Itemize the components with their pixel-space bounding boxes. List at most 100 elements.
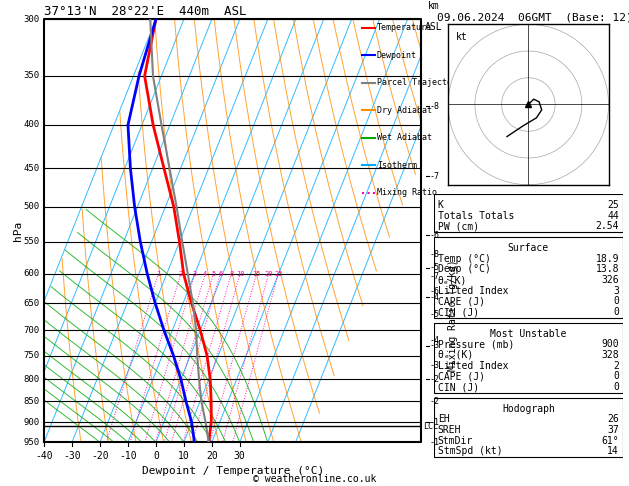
Text: Lifted Index: Lifted Index: [438, 286, 508, 295]
Text: 13.8: 13.8: [596, 264, 619, 274]
Text: StmDir: StmDir: [438, 435, 473, 446]
Text: StmSpd (kt): StmSpd (kt): [438, 447, 503, 456]
Text: 650: 650: [24, 298, 40, 308]
Text: 900: 900: [601, 339, 619, 349]
Text: -3: -3: [430, 341, 440, 350]
Text: 800: 800: [24, 375, 40, 384]
Text: -40: -40: [35, 451, 53, 461]
Text: 500: 500: [24, 202, 40, 211]
Text: CAPE (J): CAPE (J): [438, 296, 485, 307]
Text: 0: 0: [613, 307, 619, 317]
Text: 0: 0: [153, 451, 159, 461]
Text: θₑ(K): θₑ(K): [438, 275, 467, 285]
Bar: [434, 398, 623, 457]
Text: © weatheronline.co.uk: © weatheronline.co.uk: [253, 473, 376, 484]
Text: 328: 328: [601, 350, 619, 360]
Text: Temp (°C): Temp (°C): [438, 254, 491, 263]
Text: Parcel Trajectory: Parcel Trajectory: [377, 78, 462, 87]
Text: 850: 850: [24, 397, 40, 406]
Text: -2: -2: [430, 397, 440, 406]
Text: Surface: Surface: [508, 243, 549, 253]
Text: 700: 700: [24, 326, 40, 335]
Text: 09.06.2024  06GMT  (Base: 12): 09.06.2024 06GMT (Base: 12): [437, 12, 629, 22]
Text: 2: 2: [613, 361, 619, 371]
Text: 61°: 61°: [601, 435, 619, 446]
Text: 5: 5: [211, 271, 216, 277]
Text: 30: 30: [234, 451, 245, 461]
Text: PW (cm): PW (cm): [438, 222, 479, 231]
Text: kt: kt: [456, 32, 468, 42]
Bar: [434, 323, 623, 393]
Text: -4: -4: [430, 293, 440, 302]
Text: -7: -7: [430, 172, 440, 181]
Text: Dewpoint / Temperature (°C): Dewpoint / Temperature (°C): [142, 466, 324, 475]
Text: 550: 550: [24, 237, 40, 246]
Text: 1: 1: [156, 271, 160, 277]
Text: 14: 14: [607, 447, 619, 456]
Text: -3: -3: [430, 361, 440, 370]
Text: Hodograph: Hodograph: [502, 403, 555, 414]
Text: K: K: [438, 200, 443, 210]
Text: 4: 4: [203, 271, 208, 277]
Text: 44: 44: [607, 211, 619, 221]
Text: 37°13'N  28°22'E  440m  ASL: 37°13'N 28°22'E 440m ASL: [44, 5, 247, 18]
Text: Dewpoint: Dewpoint: [377, 51, 416, 60]
Text: 0: 0: [613, 296, 619, 307]
Text: 950: 950: [24, 438, 40, 447]
Text: 450: 450: [24, 164, 40, 173]
Text: -6: -6: [430, 230, 440, 240]
Text: -1: -1: [430, 438, 440, 447]
Text: -5: -5: [430, 263, 440, 272]
Text: -8: -8: [430, 250, 440, 260]
Text: -30: -30: [63, 451, 81, 461]
Text: 37: 37: [607, 425, 619, 435]
Text: ASL: ASL: [425, 22, 443, 32]
Text: 0: 0: [613, 382, 619, 392]
Bar: [434, 237, 623, 317]
Text: -1: -1: [430, 418, 440, 427]
Text: 8: 8: [229, 271, 233, 277]
Text: 300: 300: [24, 15, 40, 24]
Text: 18.9: 18.9: [596, 254, 619, 263]
Text: 2.54: 2.54: [596, 222, 619, 231]
Text: CAPE (J): CAPE (J): [438, 371, 485, 382]
Text: 3: 3: [613, 286, 619, 295]
Text: 26: 26: [607, 414, 619, 424]
Text: -20: -20: [91, 451, 109, 461]
Text: θₑ (K): θₑ (K): [438, 350, 473, 360]
Text: -10: -10: [119, 451, 136, 461]
Text: 20: 20: [264, 271, 273, 277]
Text: -7: -7: [430, 272, 440, 281]
Text: 25: 25: [274, 271, 282, 277]
Text: Pressure (mb): Pressure (mb): [438, 339, 514, 349]
Text: EH: EH: [438, 414, 450, 424]
Text: 400: 400: [24, 121, 40, 129]
Text: 900: 900: [24, 418, 40, 427]
Text: km: km: [428, 1, 440, 11]
Text: 2: 2: [179, 271, 183, 277]
Bar: [434, 194, 623, 232]
Text: Lifted Index: Lifted Index: [438, 361, 508, 371]
Text: CIN (J): CIN (J): [438, 382, 479, 392]
Text: -4: -4: [430, 336, 440, 345]
Text: 20: 20: [206, 451, 218, 461]
Text: -6: -6: [430, 287, 440, 296]
Text: LCL: LCL: [423, 422, 438, 431]
Text: CIN (J): CIN (J): [438, 307, 479, 317]
Text: Dry Adiabat: Dry Adiabat: [377, 106, 431, 115]
Text: 326: 326: [601, 275, 619, 285]
Text: 750: 750: [24, 351, 40, 360]
Text: 25: 25: [607, 200, 619, 210]
Text: 600: 600: [24, 269, 40, 278]
Text: -2: -2: [430, 375, 440, 384]
Text: Wet Adiabat: Wet Adiabat: [377, 133, 431, 142]
Text: 15: 15: [252, 271, 261, 277]
Text: 10: 10: [236, 271, 245, 277]
Text: SREH: SREH: [438, 425, 461, 435]
Text: 3: 3: [193, 271, 197, 277]
Text: 0: 0: [613, 371, 619, 382]
Text: 6: 6: [218, 271, 223, 277]
Text: Dewp (°C): Dewp (°C): [438, 264, 491, 274]
Text: hPa: hPa: [13, 221, 23, 241]
Text: Temperature: Temperature: [377, 23, 431, 33]
